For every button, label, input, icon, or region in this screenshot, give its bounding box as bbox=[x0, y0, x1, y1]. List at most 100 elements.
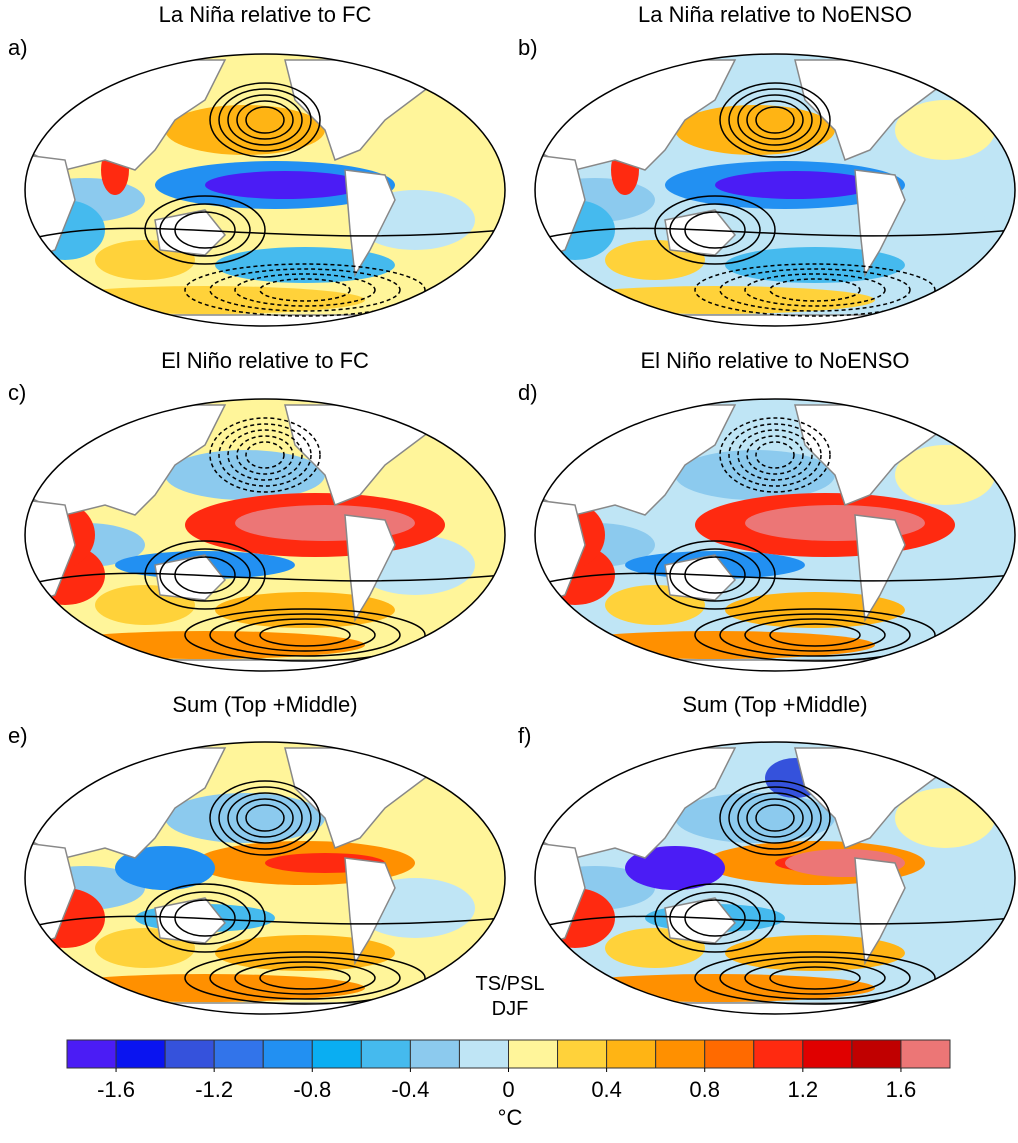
contour bbox=[209, 956, 401, 1000]
contour bbox=[259, 623, 351, 647]
contour bbox=[159, 891, 251, 945]
contour bbox=[728, 423, 822, 487]
land bbox=[535, 1002, 1015, 1014]
contour bbox=[218, 786, 312, 850]
land bbox=[854, 169, 906, 278]
map-border bbox=[24, 741, 506, 1015]
colorbar-box bbox=[360, 1039, 411, 1069]
map-panel: La Niña relative to FC a) bbox=[8, 2, 506, 327]
land bbox=[344, 857, 396, 966]
contour bbox=[654, 540, 776, 610]
anomaly bbox=[385, 100, 485, 160]
anomaly bbox=[715, 171, 875, 199]
panel-label: c) bbox=[8, 380, 26, 405]
map-border bbox=[24, 53, 506, 327]
colorbar-box bbox=[508, 1039, 559, 1069]
colorbar-tick-label: 0.8 bbox=[689, 1077, 720, 1102]
contour bbox=[234, 273, 376, 307]
annotation: TS/PSL bbox=[476, 973, 545, 995]
colorbar-box bbox=[900, 1039, 951, 1069]
contour bbox=[694, 608, 936, 662]
land bbox=[25, 1002, 505, 1014]
anomaly bbox=[385, 445, 485, 505]
contour bbox=[755, 804, 795, 832]
contour bbox=[234, 618, 376, 652]
contour bbox=[654, 883, 776, 953]
map-panel: Sum (Top +Middle) e) bbox=[8, 692, 506, 1015]
map-border bbox=[534, 741, 1016, 1015]
contour bbox=[159, 548, 251, 602]
anomaly bbox=[385, 788, 485, 848]
anomaly bbox=[215, 247, 395, 283]
map-panel: La Niña relative to NoENSO b) bbox=[518, 2, 1016, 327]
land bbox=[535, 659, 1015, 671]
contour bbox=[184, 608, 426, 662]
contour bbox=[769, 623, 861, 647]
contour bbox=[719, 956, 911, 1000]
land bbox=[25, 659, 505, 671]
contour bbox=[218, 88, 312, 152]
land bbox=[154, 554, 227, 601]
contour bbox=[218, 423, 312, 487]
colorbar-box bbox=[262, 1039, 313, 1069]
anomaly bbox=[675, 793, 835, 843]
contour bbox=[728, 88, 822, 152]
contour bbox=[236, 435, 294, 475]
colorbar-box bbox=[802, 1039, 853, 1069]
map-fill bbox=[535, 742, 1015, 1014]
contour bbox=[719, 613, 911, 657]
contour bbox=[259, 966, 351, 990]
panel-title: Sum (Top +Middle) bbox=[172, 692, 357, 717]
contour bbox=[236, 798, 294, 838]
contour bbox=[719, 417, 831, 493]
colorbar-box bbox=[458, 1039, 510, 1069]
contour bbox=[719, 780, 831, 856]
colorbar-box bbox=[557, 1039, 608, 1069]
land bbox=[154, 897, 227, 944]
contour bbox=[25, 572, 505, 586]
contour bbox=[744, 273, 886, 307]
colorbar-tick-label: 0.4 bbox=[591, 1077, 622, 1102]
contour bbox=[744, 618, 886, 652]
panel-title: Sum (Top +Middle) bbox=[682, 692, 867, 717]
colorbar-tick-label: -0.8 bbox=[293, 1077, 331, 1102]
map-border bbox=[534, 398, 1016, 672]
panel-label: b) bbox=[518, 35, 538, 60]
panel-title: La Niña relative to NoENSO bbox=[638, 2, 912, 27]
contour bbox=[245, 804, 285, 832]
contour bbox=[234, 961, 376, 995]
map-fill bbox=[535, 54, 1015, 326]
contour bbox=[184, 263, 426, 317]
contour bbox=[209, 613, 401, 657]
contour bbox=[746, 435, 804, 475]
contour bbox=[144, 195, 266, 265]
land bbox=[854, 514, 906, 623]
colorbar-tick-label: 0 bbox=[502, 1077, 514, 1102]
colorbar-box bbox=[311, 1039, 362, 1069]
map-panel: Sum (Top +Middle) f) bbox=[518, 692, 1016, 1015]
colorbar-box bbox=[409, 1039, 460, 1069]
contour bbox=[209, 268, 401, 312]
panel-title: La Niña relative to FC bbox=[159, 2, 372, 27]
contour bbox=[719, 268, 911, 312]
land bbox=[854, 857, 906, 966]
colorbar-tick-label: 1.6 bbox=[886, 1077, 917, 1102]
land bbox=[664, 209, 737, 256]
colorbar-tick-label: 1.2 bbox=[788, 1077, 819, 1102]
map-fill bbox=[25, 742, 505, 1014]
anomaly bbox=[895, 100, 995, 160]
contour bbox=[744, 961, 886, 995]
anomaly bbox=[725, 935, 905, 971]
colorbar-box bbox=[606, 1039, 657, 1069]
anomaly bbox=[215, 592, 395, 628]
colorbar-tick-label: -1.2 bbox=[195, 1077, 233, 1102]
contour bbox=[209, 417, 321, 493]
contour bbox=[654, 195, 776, 265]
contour bbox=[236, 100, 294, 140]
anomaly bbox=[625, 846, 725, 890]
map-fill bbox=[25, 399, 505, 671]
colorbar-box bbox=[655, 1039, 706, 1069]
map-border bbox=[24, 398, 506, 672]
anomaly bbox=[725, 247, 905, 283]
contour bbox=[746, 100, 804, 140]
